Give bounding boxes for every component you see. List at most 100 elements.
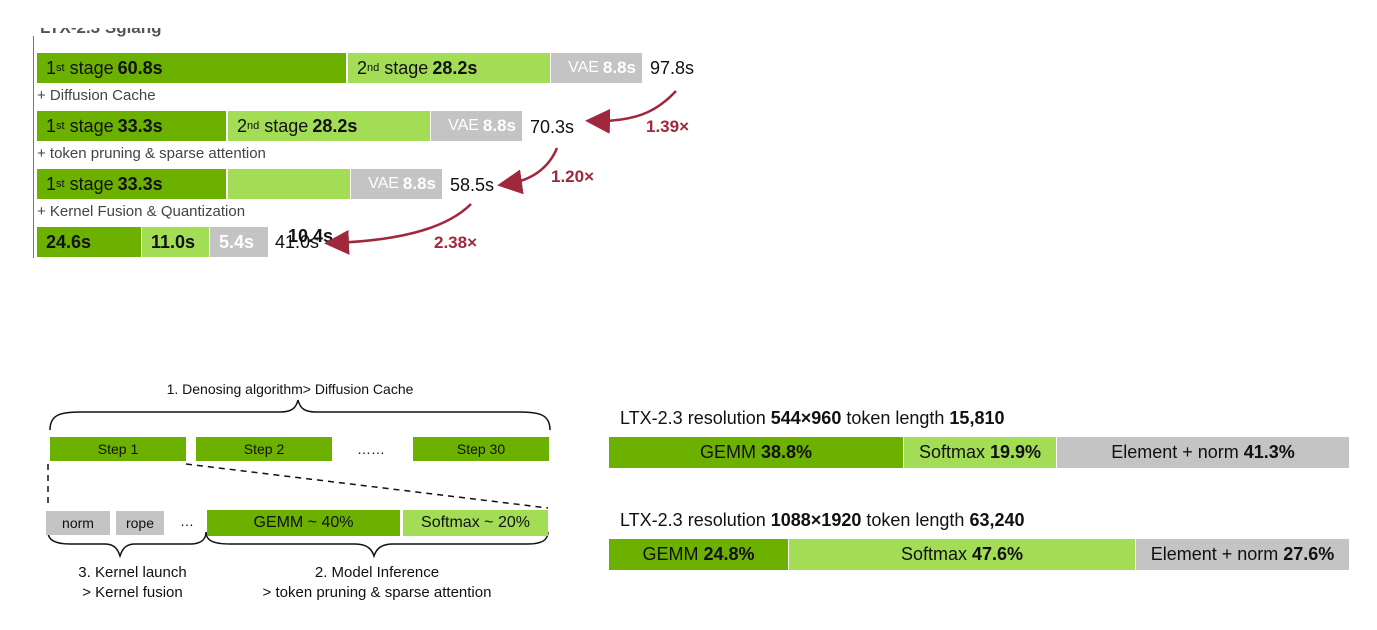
brace-bottom-left — [47, 531, 207, 559]
chart1-title-prefix: LTX-2.3 resolution — [620, 408, 771, 428]
chart1-gemm-value: 38.8% — [760, 442, 813, 462]
model-inference-label: 2. Model Inference > token pruning & spa… — [236, 563, 518, 603]
top-title: LTX-2.3 Sglang — [40, 18, 162, 37]
chart1-element-segment: Element + norm 41.3% — [1057, 437, 1349, 468]
chart1-title-len: 15,810 — [949, 408, 1005, 428]
row1-vae-time: 8.8s — [602, 58, 636, 77]
chart1-bar: GEMM 38.8% Softmax 19.9% Element + norm … — [609, 437, 1349, 468]
arrow-3 — [324, 203, 472, 255]
chart2-title-len: 63,240 — [969, 510, 1025, 530]
row2-stage1-time: 33.3s — [117, 115, 163, 136]
chart2-softmax-name: Softmax — [900, 544, 967, 564]
chart1-softmax-name: Softmax — [918, 442, 985, 462]
chart1-softmax-value: 19.9% — [990, 442, 1042, 462]
kernel-launch-line1: 3. Kernel launch — [78, 564, 187, 581]
row3-stage2-bar — [228, 169, 350, 199]
chart1-gemm-name: GEMM — [699, 442, 756, 462]
speedup-3: 2.38× — [434, 233, 478, 252]
row1-stage1-word: stage — [69, 57, 114, 78]
row1-stage1-sup: st — [56, 62, 65, 74]
row4-total-over: 10.4s — [288, 226, 334, 246]
chart2-element-value: 27.6% — [1283, 544, 1335, 564]
arrow-1 — [585, 90, 677, 134]
arrow-2 — [497, 147, 559, 195]
row4-total-under: 41.0s — [275, 232, 320, 252]
row1-total: 97.8s — [650, 58, 695, 78]
chart2-element-segment: Element + norm 27.6% — [1136, 539, 1349, 570]
chart2-bar: GEMM 24.8% Softmax 47.6% Element + norm … — [609, 539, 1349, 570]
speedup-2: 1.20× — [551, 167, 595, 186]
chart2-gemm-value: 24.8% — [703, 544, 755, 564]
row4-stage2-bar: 11.0s — [142, 227, 209, 257]
row1-stage2-num: 2 — [357, 57, 368, 78]
row1-stage1-time: 60.8s — [117, 57, 163, 78]
chart1-element-name: Element + norm — [1111, 442, 1239, 462]
row3-stage1-sup: st — [56, 178, 65, 190]
chart2-softmax-value: 47.6% — [972, 544, 1024, 564]
zoom-dash-right — [185, 463, 549, 509]
label-diffusion-cache: + Diffusion Cache — [37, 87, 156, 104]
row3-vae-label: VAE — [368, 175, 399, 192]
diagram-top-label: 1. Denosing algorithm> Diffusion Cache — [166, 381, 414, 397]
row1-stage2-word: stage — [384, 57, 429, 78]
chart1-title: LTX-2.3 resolution 544×960 token length … — [620, 408, 1004, 429]
kernel-launch-label: 3. Kernel launch > Kernel fusion — [50, 563, 215, 603]
row2-stage1-sup: st — [56, 120, 65, 132]
step-ellipsis: …… — [357, 441, 385, 457]
row1-vae-label: VAE — [568, 59, 599, 76]
row2-stage2-sup: nd — [247, 120, 260, 132]
chart1-title-res: 544×960 — [770, 408, 842, 428]
row4-stage1-bar: 24.6s — [37, 227, 141, 257]
op-norm: norm — [46, 511, 110, 535]
row1-stage2-sup: nd — [367, 62, 380, 74]
row3-stage1-num: 1 — [46, 173, 57, 194]
model-inference-line2: > token pruning & sparse attention — [262, 584, 492, 601]
row3-total: 58.5s — [450, 175, 495, 195]
row3-stage1-word: stage — [69, 173, 114, 194]
row2-stage2-word: stage — [264, 115, 309, 136]
chart2-softmax-segment: Softmax 47.6% — [789, 539, 1135, 570]
chart1-softmax-segment: Softmax 19.9% — [904, 437, 1056, 468]
row2-stage2-time: 28.2s — [312, 115, 358, 136]
chart2-title-res: 1088×1920 — [770, 510, 862, 530]
op-softmax: Softmax ~ 20% — [403, 510, 548, 536]
row1-stage2-time: 28.2s — [432, 57, 478, 78]
chart2-title-prefix: LTX-2.3 resolution — [620, 510, 771, 530]
chart2-element-name: Element + norm — [1150, 544, 1279, 564]
chart2-gemm-segment: GEMM 24.8% — [609, 539, 788, 570]
brace-bottom-right — [205, 531, 549, 559]
brace-top — [49, 399, 551, 431]
row2-stage1-num: 1 — [46, 115, 57, 136]
row4-stage2-time: 11.0s — [151, 231, 196, 252]
row4-vae-time: 5.4s — [219, 231, 255, 252]
row1-stage1-num: 1 — [46, 57, 57, 78]
chart2-title-mid: token length — [861, 510, 970, 530]
chart1-gemm-segment: GEMM 38.8% — [609, 437, 903, 468]
step-2: Step 2 — [196, 437, 332, 461]
chart1-title-mid: token length — [841, 408, 950, 428]
row2-total: 70.3s — [530, 117, 575, 137]
row4-stage1-time: 24.6s — [46, 231, 92, 252]
row4-vae-bar: 5.4s — [210, 227, 268, 257]
row2-vae-bar: VAE 8.8s — [431, 111, 522, 141]
op-ellipsis: … — [180, 513, 194, 529]
kernel-launch-line2: > Kernel fusion — [82, 584, 183, 601]
label-token-pruning: + token pruning & sparse attention — [37, 145, 266, 162]
chart1-element-value: 41.3% — [1243, 442, 1295, 462]
row2-stage1-word: stage — [69, 115, 114, 136]
left-axis-line — [33, 36, 34, 258]
step-1: Step 1 — [50, 437, 186, 461]
row2-vae-time: 8.8s — [482, 116, 516, 135]
row3-stage1-time: 33.3s — [117, 173, 163, 194]
op-gemm: GEMM ~ 40% — [207, 510, 400, 536]
step-30: Step 30 — [413, 437, 549, 461]
row3-vae-time: 8.8s — [402, 174, 436, 193]
row1-vae-bar: VAE 8.8s — [551, 53, 642, 83]
speedup-arrows — [324, 90, 677, 255]
row3-vae-bar: VAE 8.8s — [351, 169, 442, 199]
